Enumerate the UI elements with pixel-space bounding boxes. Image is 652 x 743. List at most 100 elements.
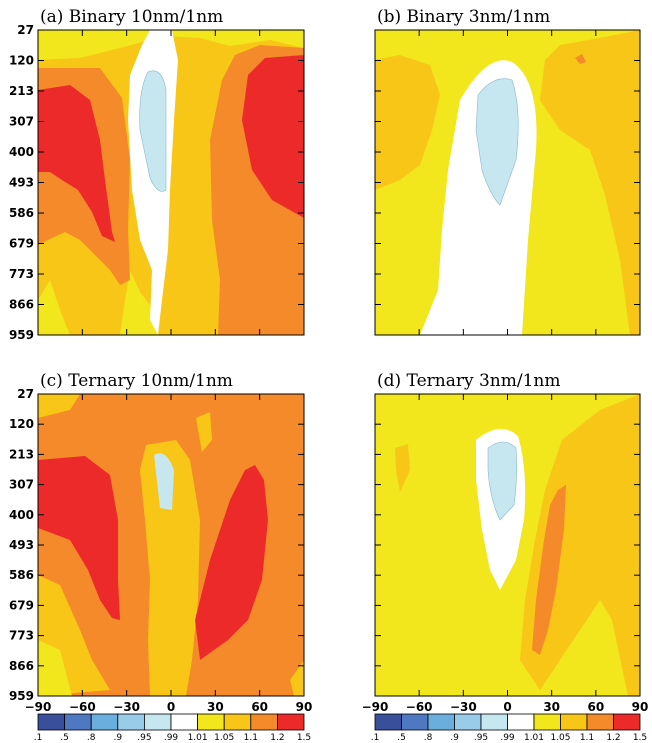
panel-b-contours: [375, 30, 640, 335]
contour-fill-1-01: [38, 640, 72, 696]
colorbar-level-label: 1.1: [580, 733, 594, 743]
x-tick-label: −60: [406, 700, 433, 714]
panel-c-x-tick-labels: −90 −60 −30 0 30 60 90: [25, 700, 313, 714]
colorbar-level-label: 1.2: [270, 733, 284, 743]
x-tick-label: 60: [251, 700, 268, 714]
colorbar-level-label: .95: [474, 733, 488, 743]
colorbar-level-label: .5: [60, 733, 69, 743]
y-tick-label: 120: [9, 54, 34, 68]
colorbar-level-label: .8: [424, 733, 433, 743]
x-tick-label: −30: [450, 700, 477, 714]
colorbar-level-label: 1.1: [244, 733, 258, 743]
panel-a-ticks: [37, 29, 305, 336]
colorbar-swatch: [223, 713, 252, 731]
colorbar-level-label: .99: [500, 733, 515, 743]
colorbar-level-label: .1: [371, 733, 380, 743]
x-tick-label: 30: [543, 700, 560, 714]
x-tick-label: 90: [632, 700, 649, 714]
panel-b-title: (b) Binary 3nm/1nm: [377, 7, 550, 27]
colorbar-swatch: [37, 713, 66, 731]
x-tick-label: 0: [167, 700, 175, 714]
contour-fill-1-05: [140, 440, 200, 696]
contour-fill-1-05: [196, 412, 212, 452]
colorbar-swatch: [170, 713, 199, 731]
panel-d-title: (d) Ternary 3nm/1nm: [377, 371, 560, 391]
contour-fill-0-95: [487, 441, 517, 521]
colorbar-swatch: [454, 713, 482, 731]
colorbar-left: .1 .5 .8 .9 .95 .99 1.01 1.05 1.1 1.2 1.5: [34, 713, 311, 743]
colorbar-level-label: .99: [164, 733, 179, 743]
contour-fill-1-2: [195, 465, 268, 660]
y-tick-label: 307: [9, 478, 34, 492]
y-tick-label: 586: [9, 206, 34, 220]
contour-fill-1-05: [375, 55, 440, 190]
colorbar-swatch: [90, 713, 119, 731]
colorbar-swatch: [250, 713, 278, 731]
colorbar-level-label: 1.5: [297, 733, 311, 743]
contour-fill-1-2: [38, 85, 115, 242]
y-tick-label: 400: [9, 508, 34, 522]
contour-fill-0-95: [139, 70, 167, 192]
y-tick-label: 959: [9, 689, 34, 703]
contour-fill-1-05: [540, 30, 640, 335]
y-tick-label: 959: [9, 328, 34, 342]
panel-d-x-tick-labels: −90 −60 −30 0 30 60 90: [362, 700, 649, 714]
contour-fill-1-2: [38, 456, 120, 620]
panel-a-y-tick-labels: 27 120 213 307 400 493 586 679 773 866 959: [9, 23, 34, 342]
y-tick-label: 773: [9, 267, 34, 281]
y-tick-label: 213: [9, 84, 34, 98]
contour-fill-1-05: [395, 444, 410, 492]
colorbar-level-label: 1.01: [524, 733, 544, 743]
panel-b-ticks: [374, 29, 641, 336]
contour-fill-1-05: [290, 660, 304, 696]
colorbar-level-label: .9: [114, 733, 123, 743]
x-tick-label: 30: [207, 700, 224, 714]
contour-fill-1-2: [242, 55, 304, 218]
y-tick-label: 120: [9, 417, 34, 431]
x-tick-label: −90: [362, 700, 389, 714]
colorbar-swatch: [480, 713, 508, 731]
colorbar-right: .1 .5 .8 .9 .95 .99 1.01 1.05 1.1 1.2 1.5: [371, 713, 647, 743]
x-tick-label: 0: [503, 700, 511, 714]
contour-fill-1-05: [38, 394, 80, 418]
colorbar-swatch: [143, 713, 172, 731]
colorbar-level-label: 1.5: [633, 733, 647, 743]
colorbar-swatch: [197, 713, 225, 731]
y-tick-label: 866: [9, 659, 34, 673]
colorbar-level-label: 1.01: [188, 733, 208, 743]
colorbar-level-label: 1.05: [214, 733, 234, 743]
contour-fill-1-1: [532, 485, 566, 655]
colorbar-swatch: [276, 713, 305, 731]
colorbar-level-label: .5: [397, 733, 406, 743]
colorbar-swatch: [533, 713, 561, 731]
panel-c-title: (c) Ternary 10nm/1nm: [40, 371, 233, 391]
y-tick-label: 27: [17, 23, 34, 37]
x-tick-label: −30: [113, 700, 140, 714]
panel-c-contours: [38, 394, 304, 696]
colorbar-level-label: 1.2: [606, 733, 620, 743]
contour-fill-0-95: [154, 453, 174, 510]
colorbar-swatch: [613, 713, 641, 731]
colorbar-swatch: [64, 713, 92, 731]
colorbar-level-label: .9: [450, 733, 459, 743]
contour-fill-1-01: [38, 280, 70, 335]
panel-a-contours: [38, 30, 304, 335]
contour-fill-1-05: [520, 394, 640, 696]
y-tick-label: 213: [9, 447, 34, 461]
contour-fill-1-01: [120, 270, 158, 335]
contour-fill-1-1: [575, 54, 586, 64]
y-tick-label: 400: [9, 145, 34, 159]
colorbar-level-label: .8: [87, 733, 96, 743]
panel-c-y-tick-labels: 27 120 213 307 400 493 586 679 773 866 959: [9, 387, 34, 703]
colorbar-level-label: .1: [34, 733, 43, 743]
y-tick-label: 493: [9, 538, 34, 552]
panel-c-ticks: [37, 393, 305, 697]
y-tick-label: 307: [9, 115, 34, 129]
panel-d: (d) Ternary 3nm/1nm −90 −60 −30 0 30 60 90: [362, 371, 649, 714]
y-tick-label: 493: [9, 176, 34, 190]
contour-fill-1-01: [38, 30, 304, 60]
colorbar-swatch: [117, 713, 145, 731]
y-tick-label: 586: [9, 568, 34, 582]
y-tick-label: 866: [9, 298, 34, 312]
